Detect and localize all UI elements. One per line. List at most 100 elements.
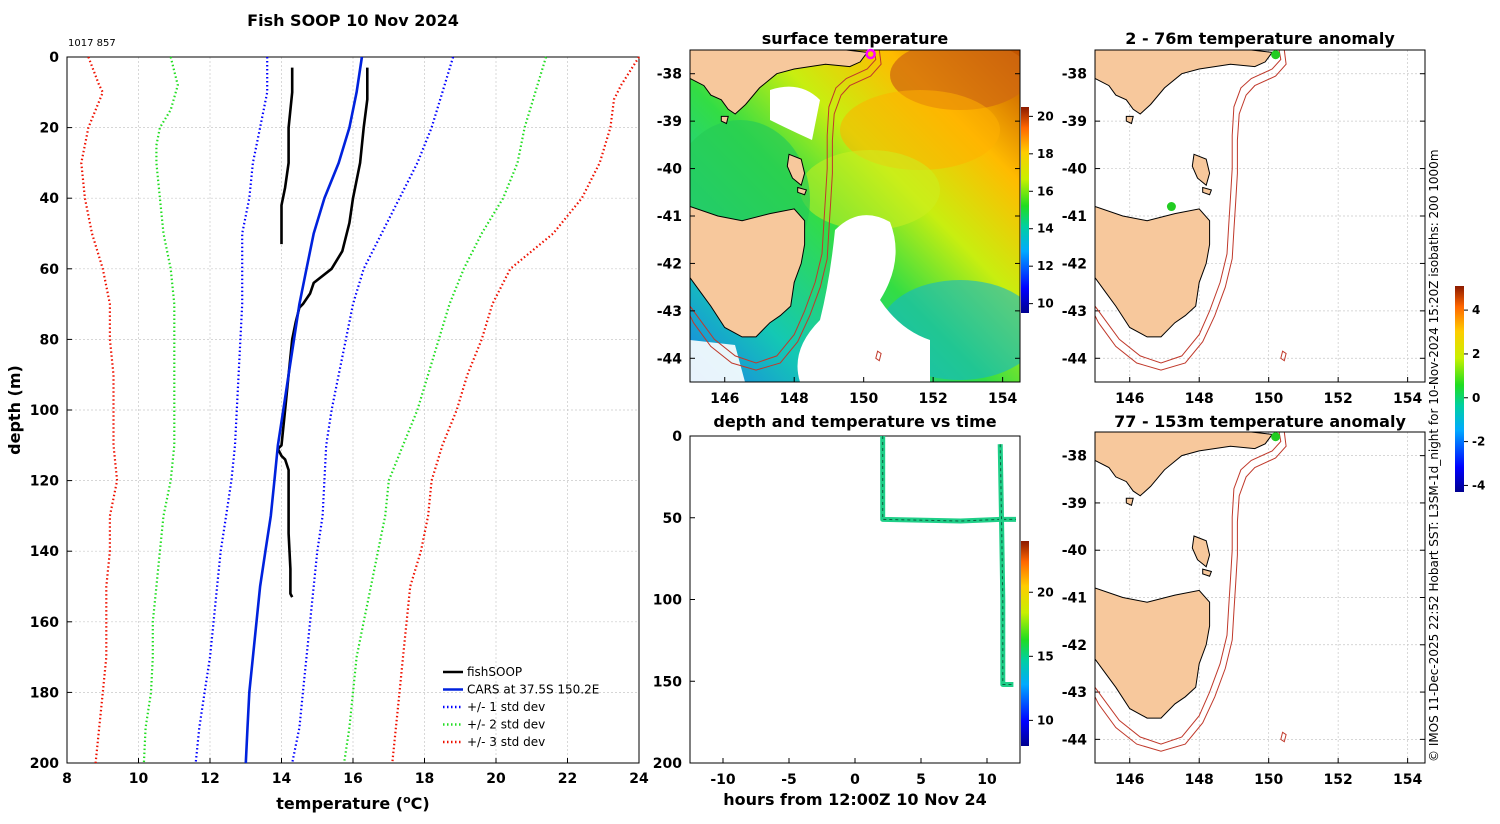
y-tick-label: 100: [653, 593, 682, 609]
anomaly-upper-map-area: [1095, 50, 1287, 371]
series-fishsoop-2: [276, 67, 369, 598]
x-tick-label: 18: [415, 771, 434, 787]
series--1-std-dev-upper: [291, 56, 455, 764]
probe-location-point: [1166, 202, 1176, 212]
y-tick-label: 160: [30, 615, 59, 631]
land-mass: [1125, 497, 1134, 507]
series-cars-at-37-5s-150-2e: [244, 56, 364, 764]
x-tick-label: 154: [988, 391, 1017, 407]
y-tick-label: 60: [40, 262, 60, 278]
x-tick-label: 148: [1185, 772, 1214, 788]
x-tick-label: 14: [272, 771, 292, 787]
y-tick-label: 100: [30, 403, 59, 419]
colorbar-tick-label: 14: [1037, 222, 1054, 236]
profile-ticks: 8 10 12 14 16 18 20 22 24 0 20 40 60 80 100 120 140 160 18…: [30, 50, 649, 787]
y-tick-label: -40: [1062, 543, 1088, 559]
y-tick-label: -41: [657, 209, 682, 225]
profile-legend: fishSOOP CARS at 37.5S 150.2E +/- 1 std de…: [443, 665, 599, 749]
legend-label: CARS at 37.5S 150.2E: [467, 683, 599, 697]
depth-time-panel: depth and temperature vs time -10 -5 0 5 100…: [653, 412, 1054, 809]
y-tick-label: -42: [1062, 256, 1087, 272]
colorbar-tick-label: 2: [1472, 347, 1480, 361]
anomaly-lower-points: [1271, 432, 1281, 442]
profile-title: Fish SOOP 10 Nov 2024: [247, 11, 459, 30]
colorbar-tick-label: 12: [1037, 259, 1054, 273]
anomaly-upper-land: [1095, 50, 1274, 338]
y-tick-label: 40: [40, 191, 60, 207]
y-tick-label: 80: [40, 332, 60, 348]
sst-isobaths: [690, 50, 882, 371]
land-mass: [786, 153, 806, 187]
anomaly-upper-isobaths: [1095, 50, 1287, 371]
y-tick-label: 20: [40, 121, 60, 137]
x-tick-label: 20: [486, 771, 506, 787]
y-tick-label: 120: [30, 474, 59, 490]
anomaly-upper-points: [1166, 50, 1281, 212]
colorbar-tick-label: 20: [1037, 585, 1054, 599]
y-tick-label: -43: [1062, 304, 1087, 320]
seamount-isobath: [1280, 731, 1287, 743]
y-tick-label: -41: [1062, 209, 1087, 225]
sst-ticks: 146 148 150 152 154 -38 -39 -40 -41 -42 -43 -44: [657, 67, 1020, 407]
isobath-line: [690, 50, 877, 364]
y-tick-label: 150: [653, 674, 682, 690]
y-tick-label: 200: [30, 756, 59, 772]
sst-title: surface temperature: [762, 29, 949, 48]
y-tick-label: 50: [663, 511, 683, 527]
x-tick-label: 150: [849, 391, 878, 407]
land-mass: [690, 205, 806, 338]
land-mass: [1095, 205, 1211, 338]
anomaly-lower-axes-frame: [1094, 431, 1426, 764]
isobath-line: [1095, 432, 1282, 745]
anomaly-lower-isobaths: [1095, 432, 1287, 752]
y-tick-label: -43: [657, 304, 682, 320]
anomaly-upper-grid: 146 148 150 152 154 -38 -39 -40 -41 -42 -43 -44: [1062, 50, 1425, 407]
cast-track: [880, 436, 1016, 524]
y-tick-label: -38: [1062, 449, 1087, 465]
ship-position-marker: [865, 48, 876, 60]
seamount-isobath: [1280, 350, 1287, 362]
colorbar-tick-label: -4: [1472, 478, 1485, 492]
x-tick-label: 0: [850, 772, 860, 788]
land-mass: [797, 186, 808, 196]
x-tick-label: 152: [1324, 772, 1353, 788]
profile-ylabel: depth (m): [5, 365, 24, 455]
anomaly-colorbar-ticks: 4 2 0 -2 -4: [1464, 303, 1485, 492]
x-tick-label: 10: [977, 772, 997, 788]
x-tick-label: 148: [1185, 391, 1214, 407]
y-tick-label: -39: [657, 114, 682, 130]
sst-cloud-gap: [797, 215, 930, 382]
y-tick-label: -44: [1062, 351, 1088, 367]
probe-location-point: [1271, 432, 1281, 442]
sst-cloud-gap-west: [690, 340, 745, 382]
colorbar-tick-label: -2: [1472, 435, 1485, 449]
y-tick-label: -41: [1062, 591, 1087, 607]
profile-grid: [66, 56, 640, 764]
profile-series-group: [80, 56, 640, 764]
y-tick-label: -42: [657, 256, 682, 272]
x-tick-label: 146: [710, 391, 739, 407]
depth-time-title: depth and temperature vs time: [713, 412, 996, 431]
anomaly-lower-title: 77 - 153m temperature anomaly: [1114, 412, 1406, 431]
x-tick-label: 150: [1254, 772, 1283, 788]
x-tick-label: 12: [200, 771, 219, 787]
depth-time-axes-frame: [689, 435, 1021, 764]
y-tick-label: -38: [657, 67, 682, 83]
y-tick-label: -39: [1062, 496, 1087, 512]
y-tick-label: -40: [657, 162, 683, 178]
land-mass: [1191, 535, 1211, 568]
y-tick-label: -44: [1062, 732, 1088, 748]
colorbar-tick-label: 10: [1037, 713, 1054, 727]
colorbar-tick-label: 20: [1037, 109, 1054, 123]
depth-time-track: [880, 436, 1016, 687]
legend-label: fishSOOP: [467, 665, 522, 679]
x-tick-label: -10: [710, 772, 736, 788]
y-tick-label: 180: [30, 685, 59, 701]
seamount-isobath: [875, 350, 882, 362]
series--3-std-dev-upper: [391, 56, 640, 764]
y-tick-label: -44: [657, 351, 683, 367]
y-tick-label: -38: [1062, 67, 1087, 83]
y-tick-label: -43: [1062, 685, 1087, 701]
